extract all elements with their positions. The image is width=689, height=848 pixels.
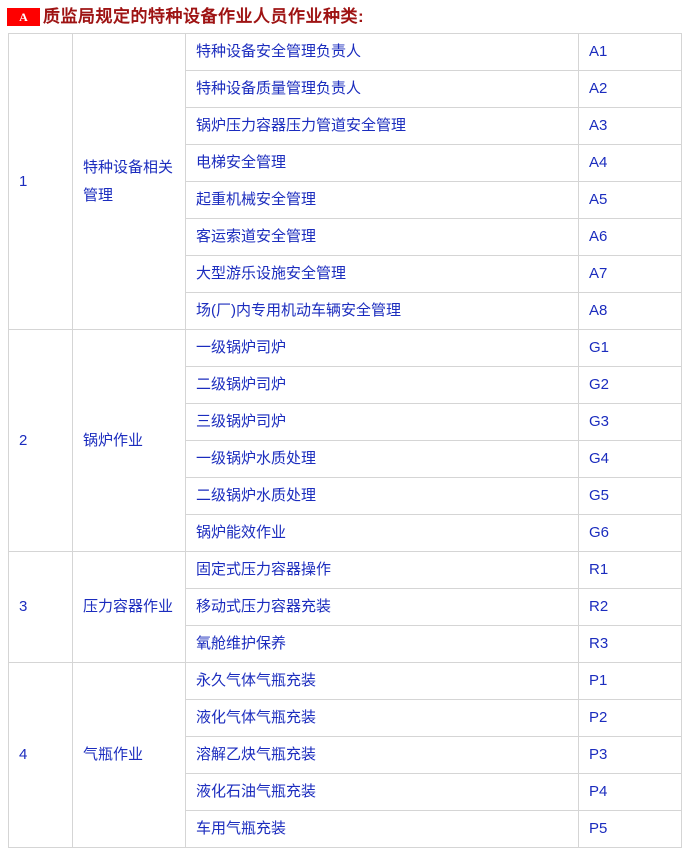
item-code-cell: A2 [578, 70, 682, 108]
table-row: 锅炉压力容器压力管道安全管理 A3 [9, 107, 682, 145]
section-letter-badge: A [7, 8, 40, 26]
item-code-cell: P3 [578, 736, 682, 774]
section-category-cell: 特种设备相关管理 [72, 33, 186, 330]
table-body: 1 特种设备相关管理 特种设备安全管理负责人 A1 特种设备质量管理负责人 A2 锅炉压力容… [8, 33, 682, 848]
table-row: 氧舱维护保养 R3 [9, 625, 682, 663]
table-row: 起重机械安全管理 A5 [9, 181, 682, 219]
section-number-cell: 1 [8, 33, 73, 330]
item-name-cell: 液化气体气瓶充装 [185, 699, 579, 737]
section-number-cell: 4 [8, 662, 73, 848]
item-name-cell: 二级锅炉水质处理 [185, 477, 579, 515]
item-code-cell: G2 [578, 366, 682, 404]
item-name-cell: 移动式压力容器充装 [185, 588, 579, 626]
table-row: 客运索道安全管理 A6 [9, 218, 682, 256]
table-row: 移动式压力容器充装 R2 [9, 588, 682, 626]
section-category-cell: 锅炉作业 [72, 329, 186, 552]
item-code-cell: A5 [578, 181, 682, 219]
table-row: 特种设备质量管理负责人 A2 [9, 70, 682, 108]
table-row: 电梯安全管理 A4 [9, 144, 682, 182]
item-name-cell: 特种设备质量管理负责人 [185, 70, 579, 108]
item-name-cell: 起重机械安全管理 [185, 181, 579, 219]
table-row: 2 锅炉作业 一级锅炉司炉 G1 [8, 329, 682, 552]
item-code-cell: P4 [578, 773, 682, 811]
table-row: 3 压力容器作业 固定式压力容器操作 R1 [8, 551, 682, 663]
item-code-cell: P1 [578, 662, 682, 700]
equipment-categories-table: 1 特种设备相关管理 特种设备安全管理负责人 A1 特种设备质量管理负责人 A2 锅炉压力容… [8, 33, 682, 848]
item-name-cell: 三级锅炉司炉 [185, 403, 579, 441]
item-name-cell: 锅炉压力容器压力管道安全管理 [185, 107, 579, 145]
section-category-cell: 压力容器作业 [72, 551, 186, 663]
item-code-cell: A8 [578, 292, 682, 330]
table-row: 大型游乐设施安全管理 A7 [9, 255, 682, 293]
section-number-cell: 2 [8, 329, 73, 552]
item-code-cell: P2 [578, 699, 682, 737]
item-code-cell: G3 [578, 403, 682, 441]
table-row: 1 特种设备相关管理 特种设备安全管理负责人 A1 [8, 33, 682, 330]
item-code-cell: A3 [578, 107, 682, 145]
item-name-cell: 锅炉能效作业 [185, 514, 579, 552]
section-number-cell: 3 [8, 551, 73, 663]
table-row: 4 气瓶作业 永久气体气瓶充装 P1 [8, 662, 682, 848]
table-row: 二级锅炉司炉 G2 [9, 366, 682, 404]
item-name-cell: 溶解乙炔气瓶充装 [185, 736, 579, 774]
item-code-cell: A6 [578, 218, 682, 256]
table-row: 液化气体气瓶充装 P2 [9, 699, 682, 737]
table-row: 锅炉能效作业 G6 [9, 514, 682, 552]
item-name-cell: 场(厂)内专用机动车辆安全管理 [185, 292, 579, 330]
item-name-cell: 液化石油气瓶充装 [185, 773, 579, 811]
item-code-cell: A7 [578, 255, 682, 293]
table-row: 场(厂)内专用机动车辆安全管理 A8 [9, 292, 682, 330]
item-name-cell: 固定式压力容器操作 [185, 551, 579, 589]
table-row: 液化石油气瓶充装 P4 [9, 773, 682, 811]
table-row: 三级锅炉司炉 G3 [9, 403, 682, 441]
item-code-cell: R3 [578, 625, 682, 663]
item-name-cell: 大型游乐设施安全管理 [185, 255, 579, 293]
item-code-cell: R1 [578, 551, 682, 589]
item-name-cell: 特种设备安全管理负责人 [185, 33, 579, 71]
item-name-cell: 氧舱维护保养 [185, 625, 579, 663]
page-title: 质监局规定的特种设备作业人员作业种类: [43, 7, 365, 26]
item-code-cell: P5 [578, 810, 682, 848]
item-code-cell: G4 [578, 440, 682, 478]
item-code-cell: G6 [578, 514, 682, 552]
item-name-cell: 一级锅炉司炉 [185, 329, 579, 367]
item-name-cell: 电梯安全管理 [185, 144, 579, 182]
table-row: 二级锅炉水质处理 G5 [9, 477, 682, 515]
item-name-cell: 客运索道安全管理 [185, 218, 579, 256]
page-header: A 质监局规定的特种设备作业人员作业种类: [0, 0, 689, 33]
item-name-cell: 二级锅炉司炉 [185, 366, 579, 404]
item-name-cell: 永久气体气瓶充装 [185, 662, 579, 700]
item-code-cell: R2 [578, 588, 682, 626]
item-code-cell: A1 [578, 33, 682, 71]
item-code-cell: A4 [578, 144, 682, 182]
item-name-cell: 一级锅炉水质处理 [185, 440, 579, 478]
item-code-cell: G1 [578, 329, 682, 367]
table-row: 溶解乙炔气瓶充装 P3 [9, 736, 682, 774]
item-name-cell: 车用气瓶充装 [185, 810, 579, 848]
item-code-cell: G5 [578, 477, 682, 515]
section-category-cell: 气瓶作业 [72, 662, 186, 848]
